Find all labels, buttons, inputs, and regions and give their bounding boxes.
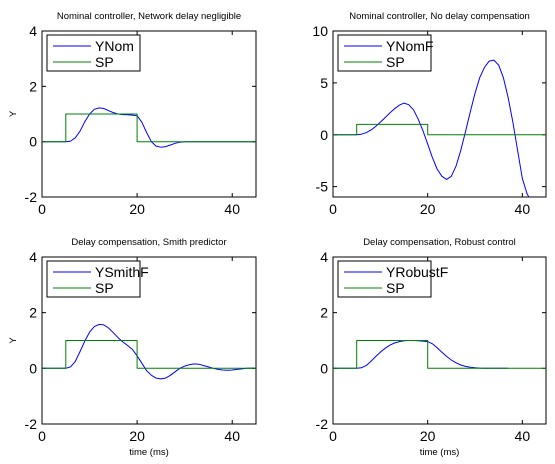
x-tick-label: 20 [420, 428, 436, 444]
x-tick-label: 40 [515, 428, 531, 444]
y-tick-label: 5 [320, 75, 328, 91]
y-tick-label: -2 [25, 189, 38, 205]
y-tick-label: 2 [29, 305, 37, 321]
legend-entry: YNom [95, 38, 134, 54]
series-group [333, 340, 546, 369]
chart-title: Delay compensation, Smith predictor [71, 237, 226, 248]
y-tick-label: 4 [320, 249, 328, 265]
legend-entry: YSmithF [95, 264, 149, 280]
series-group [333, 59, 546, 197]
x-axis-label: time (ms) [420, 447, 460, 458]
y-tick-label: 2 [320, 305, 328, 321]
x-tick-label: 0 [329, 201, 337, 217]
y-tick-label: 10 [312, 23, 328, 39]
series-line-sp [42, 113, 256, 143]
y-tick-label: 0 [29, 134, 37, 150]
series-line-ynomf [333, 59, 530, 197]
legend-entry: SP [386, 54, 405, 70]
legend-box [337, 34, 432, 72]
x-tick-label: 20 [129, 428, 145, 444]
y-tick-label: 0 [320, 127, 328, 143]
legend-entry: SP [95, 54, 114, 70]
series-group [42, 107, 256, 148]
series-line-sp [333, 123, 546, 136]
x-tick-label: 20 [129, 201, 145, 217]
y-tick-label: 2 [29, 78, 37, 94]
chart-title: Nominal controller, No delay compensatio… [349, 11, 530, 22]
x-tick-label: 40 [224, 201, 240, 217]
x-tick-label: 0 [329, 428, 337, 444]
chart-title: Delay compensation, Robust control [363, 237, 516, 248]
legend-box [46, 260, 141, 298]
y-axis-label: Y [8, 110, 19, 117]
x-axis-label: time (ms) [129, 447, 169, 458]
y-tick-label: 0 [320, 360, 328, 376]
legend-entry: YNomF [386, 38, 433, 54]
x-tick-label: 40 [515, 201, 531, 217]
y-tick-label: -2 [25, 416, 38, 432]
series-group [42, 323, 256, 380]
series-line-sp [333, 340, 546, 369]
x-tick-label: 40 [224, 428, 240, 444]
x-tick-label: 20 [420, 201, 436, 217]
legend-box [46, 34, 141, 72]
legend-entry: SP [95, 280, 114, 296]
y-axis-label: Y [8, 337, 19, 344]
chart-title: Nominal controller, Network delay neglig… [57, 11, 241, 22]
subplot-2: Nominal controller, No delay compensatio… [312, 11, 547, 217]
legend-entry: YRobustF [386, 264, 448, 280]
legend-box [337, 260, 432, 298]
x-tick-label: 0 [38, 201, 46, 217]
subplot-1: Nominal controller, Network delay neglig… [8, 11, 257, 217]
series-line-sp [42, 340, 256, 369]
series-line-ysmithf [42, 323, 256, 380]
y-tick-label: -2 [316, 416, 329, 432]
y-tick-label: -5 [316, 179, 329, 195]
y-tick-label: 4 [29, 23, 37, 39]
x-tick-label: 0 [38, 428, 46, 444]
y-tick-label: 0 [29, 360, 37, 376]
legend-entry: SP [386, 280, 405, 296]
y-tick-label: 4 [29, 249, 37, 265]
